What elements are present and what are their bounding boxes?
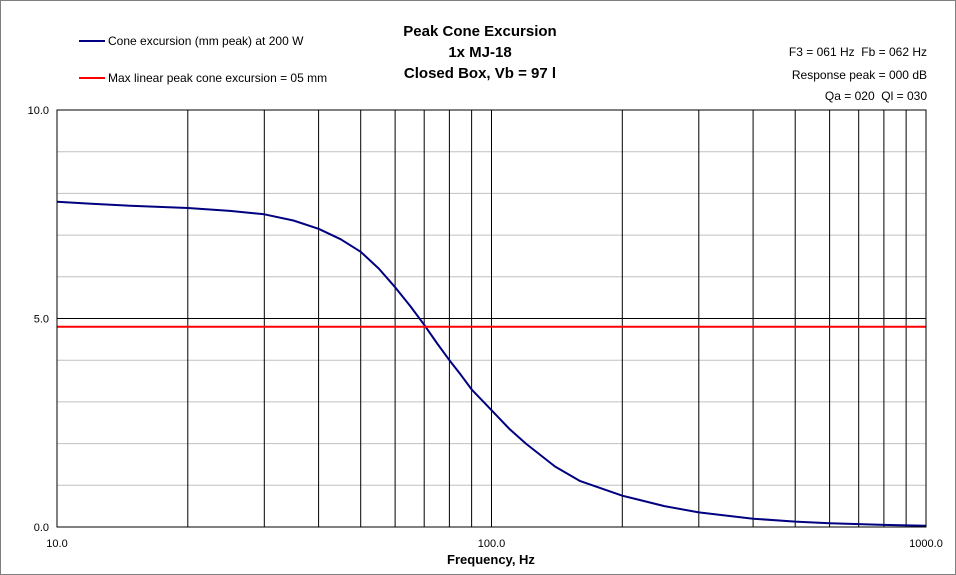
y-tick-label: 10.0: [28, 105, 49, 117]
series-layer: [56, 200, 927, 527]
legend-label-excursion: Cone excursion (mm peak) at 200 W: [108, 34, 304, 48]
x-axis-label: Frequency, Hz: [447, 552, 535, 567]
title-line-1: Peak Cone Excursion: [403, 23, 556, 40]
tick-labels: 10.0 100.0 1000.0 0.0 5.0 10.0: [28, 105, 943, 550]
chart-title: Peak Cone Excursion 1x MJ-18 Closed Box,…: [403, 23, 556, 82]
info-f3-fb: F3 = 061 Hz Fb = 062 Hz: [789, 45, 927, 59]
grid: [57, 110, 926, 527]
x-tick-label: 10.0: [46, 538, 67, 550]
info-qa-ql: Qa = 020 Ql = 030: [825, 89, 927, 103]
info-block: F3 = 061 Hz Fb = 062 Hz Response peak = …: [789, 45, 927, 103]
legend: Cone excursion (mm peak) at 200 W Max li…: [79, 34, 327, 85]
y-tick-label: 0.0: [34, 522, 49, 534]
title-line-3: Closed Box, Vb = 97 l: [404, 65, 556, 82]
legend-label-max-linear: Max linear peak cone excursion = 05 mm: [108, 71, 327, 85]
plot-border: [56, 109, 927, 528]
y-tick-label: 5.0: [34, 314, 49, 326]
x-tick-label: 1000.0: [909, 538, 943, 550]
series-line-0: [56, 200, 927, 527]
title-line-2: 1x MJ-18: [448, 44, 511, 61]
info-response-peak: Response peak = 000 dB: [792, 68, 927, 82]
x-tick-label: 100.0: [478, 538, 506, 550]
